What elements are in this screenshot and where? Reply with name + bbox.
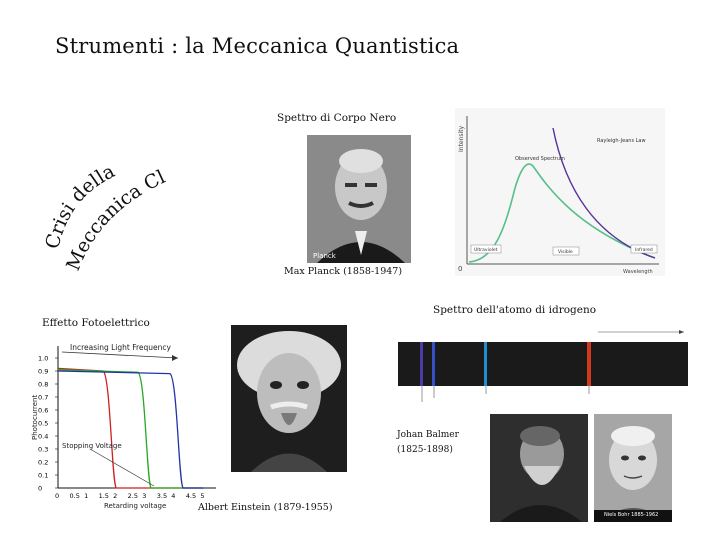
planck-photo-label: Planck: [313, 252, 336, 260]
pe-curve-1: [57, 369, 204, 489]
pe-curves: [57, 367, 204, 489]
pe-x-ticks: 0 0.5 1 1.5 2 2.5 3 3.5 4 4.5 5: [55, 492, 205, 500]
blackbody-chart: Intensity Wavelength 0 Rayleigh-Jeans La…: [455, 108, 665, 276]
pe-frequency-arrow: [61, 351, 179, 359]
hs-scale-arrow: [679, 330, 684, 334]
pe-x-tick-label: 3: [142, 492, 146, 500]
einstein-caption: Albert Einstein (1879-1955): [198, 502, 333, 513]
pe-y-tick-label: 0: [38, 485, 42, 493]
pe-curve-0: [57, 367, 204, 489]
planck-photo: Planck: [307, 135, 411, 263]
blackbody-caption: Spettro di Corpo Nero: [277, 112, 397, 124]
hs-band: [398, 342, 688, 386]
pe-y-tick-label: 0.2: [38, 459, 48, 467]
pe-x-tick-label: 4: [171, 492, 175, 500]
pe-y-tick-label: 0.9: [38, 368, 48, 376]
observed-spectrum-label: Observed Spectrum: [515, 156, 565, 162]
balmer-photo: [490, 414, 588, 522]
blackbody-zero: 0: [458, 265, 462, 273]
observed-spectrum-curve: [468, 163, 656, 263]
arc-line-2: Meccanica Classica: [30, 150, 169, 274]
bohr-label: Niels Bohr 1885-1962: [604, 512, 659, 518]
balmer-name: Johan Balmer: [397, 430, 459, 440]
arc-text: Crisi della Meccanica Classica: [30, 150, 169, 274]
pe-y-tick-label: 0.3: [38, 446, 48, 454]
pe-xlabel: Retarding voltage: [104, 502, 166, 510]
pe-y-tick-label: 0.4: [38, 433, 48, 441]
hs-line-cyan: [484, 342, 487, 386]
pe-y-tick-label: 0.1: [38, 472, 48, 480]
einstein-portrait: [231, 325, 347, 472]
hs-line-violet2: [432, 342, 435, 386]
hydrogen-caption: Spettro dell'atomo di idrogeno: [433, 304, 597, 316]
pe-stopping-label: Stopping Voltage: [62, 442, 122, 450]
blackbody-xlabel: Wavelength: [623, 269, 653, 275]
photoelectric-chart: 1.0 0.9 0.8 0.7 0.6 0.5 0.4 0.3 0.2 0.1 0 0 0.5 1 1.5…: [31, 343, 216, 510]
pe-x-tick-label: 5: [200, 492, 204, 500]
hs-line-violet1: [420, 342, 423, 386]
planck-portrait: [307, 135, 411, 263]
ir-label: Infrared: [635, 247, 653, 253]
pe-y-ticks: 1.0 0.9 0.8 0.7 0.6 0.5 0.4 0.3 0.2 0.1 0: [38, 355, 58, 493]
pe-y-tick-label: 0.5: [38, 420, 48, 428]
pe-x-tick-label: 1.5: [99, 492, 109, 500]
uv-box: [470, 244, 502, 254]
pe-arrowhead: [172, 355, 178, 361]
visible-label: Visible: [558, 249, 573, 255]
slide-title: Strumenti : la Meccanica Quantistica: [55, 34, 460, 58]
pe-x-tick-label: 3.5: [157, 492, 167, 500]
hydrogen-spectrum: [398, 330, 688, 402]
pe-y-tick-label: 0.7: [38, 394, 48, 402]
svg-text:Meccanica Classica: Meccanica Classica: [30, 150, 169, 274]
einstein-photo: [231, 325, 347, 472]
ir-box: [630, 244, 658, 254]
pe-x-tick-label: 4.5: [186, 492, 196, 500]
bohr-portrait: [594, 414, 672, 522]
pe-x-tick-label: 2.5: [128, 492, 138, 500]
pe-x-tick-label: 1: [84, 492, 88, 500]
rayleigh-jeans-label: Rayleigh-Jeans Law: [597, 138, 646, 144]
pe-stopping-pointer: [89, 448, 155, 487]
pe-x-tick-label: 0: [55, 492, 59, 500]
pe-x-tick-label: 0.5: [70, 492, 80, 500]
pe-ylabel: Photocurrent: [31, 395, 39, 440]
photoelectric-caption: Effetto Fotoelettrico: [42, 317, 150, 329]
balmer-years: (1825-1898): [397, 445, 453, 455]
planck-caption: Max Planck (1858-1947): [284, 266, 403, 277]
uv-label: Ultraviolet: [474, 247, 498, 253]
hs-line-red: [587, 342, 591, 386]
pe-x-tick-label: 2: [113, 492, 117, 500]
balmer-portrait: [490, 414, 588, 522]
pe-arrow-label: Increasing Light Frequency: [70, 343, 172, 352]
pe-y-tick-label: 1.0: [38, 355, 48, 363]
pe-y-tick-label: 0.8: [38, 381, 48, 389]
bohr-photo: Niels Bohr 1885-1962: [594, 414, 672, 522]
blackbody-ylabel: Intensity: [458, 125, 465, 152]
pe-y-tick-label: 0.6: [38, 407, 48, 415]
pe-curve-2: [57, 370, 204, 489]
visible-box: [552, 246, 580, 256]
